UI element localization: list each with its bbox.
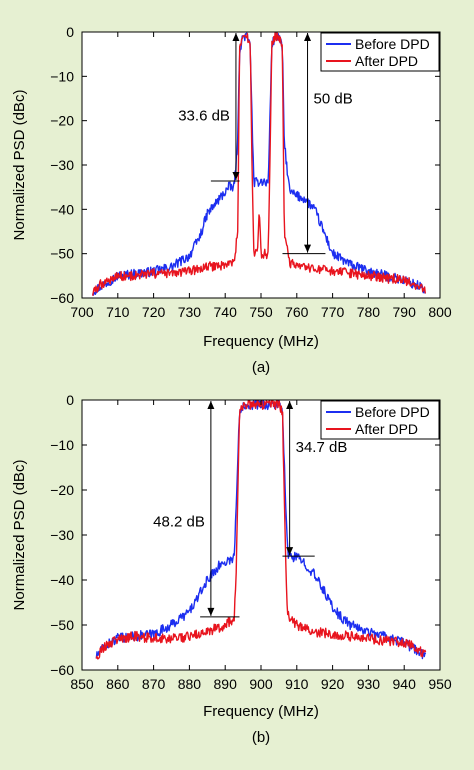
legend-entry-before: Before DPD bbox=[355, 404, 430, 420]
series-line-after bbox=[92, 32, 426, 296]
x-axis-label: Frequency (MHz) bbox=[203, 703, 319, 720]
annotation-label: 34.7 dB bbox=[296, 439, 348, 456]
chart-panel-a: 700 710 720 730 740 750 760 770 780 790 800 0 −10 −20… bbox=[11, 24, 452, 376]
y-tick-label: −30 bbox=[50, 157, 74, 173]
legend-entry-before: Before DPD bbox=[355, 36, 430, 52]
x-tick-label: 710 bbox=[106, 304, 130, 320]
annotation-label: 48.2 dB bbox=[153, 513, 205, 530]
x-tick-label: 740 bbox=[214, 304, 238, 320]
annotation-arrow-head-down bbox=[304, 244, 312, 253]
legend-box bbox=[320, 400, 440, 440]
y-axis-label: Normalized PSD (dBc) bbox=[11, 90, 28, 241]
chart-caption: (b) bbox=[252, 729, 270, 746]
annotation-arrow-head-up bbox=[304, 33, 312, 41]
chart-caption: (a) bbox=[252, 359, 270, 376]
annotation-label: 50 dB bbox=[314, 91, 353, 108]
y-tick-label: −20 bbox=[50, 482, 74, 498]
x-tick-label: 860 bbox=[106, 676, 130, 692]
x-tick-label: 720 bbox=[142, 304, 166, 320]
annotation-arrow-head-up bbox=[286, 401, 294, 409]
legend-box bbox=[320, 32, 440, 72]
x-tick-label: 940 bbox=[393, 676, 417, 692]
y-axis-label: Normalized PSD (dBc) bbox=[11, 460, 28, 611]
plot-series-group bbox=[92, 32, 426, 296]
x-tick-label: 880 bbox=[178, 676, 202, 692]
x-tick-label: 800 bbox=[428, 304, 452, 320]
x-tick-label: 730 bbox=[178, 304, 202, 320]
y-tick-label: −30 bbox=[50, 527, 74, 543]
x-tick-label: 850 bbox=[70, 676, 94, 692]
y-tick-label: 0 bbox=[66, 24, 74, 40]
y-tick-label: −60 bbox=[50, 662, 74, 678]
annotation-label: 33.6 dB bbox=[178, 107, 230, 124]
x-tick-label: 700 bbox=[70, 304, 94, 320]
x-tick-label: 870 bbox=[142, 676, 166, 692]
x-tick-label: 760 bbox=[285, 304, 309, 320]
x-tick-label: 950 bbox=[428, 676, 452, 692]
series-line-before bbox=[95, 400, 427, 660]
y-tick-label: −20 bbox=[50, 113, 74, 129]
x-tick-label: 910 bbox=[285, 676, 309, 692]
annotation-1: 33.6 dB bbox=[178, 33, 240, 182]
y-tick-label: −60 bbox=[50, 290, 74, 306]
plot-area bbox=[82, 400, 440, 670]
x-tick-label: 790 bbox=[393, 304, 417, 320]
x-tick-label: 900 bbox=[249, 676, 273, 692]
annotation-arrow-head-up bbox=[207, 401, 215, 409]
series-line-before bbox=[92, 32, 426, 296]
x-tick-label: 770 bbox=[321, 304, 345, 320]
chart-panel-b: 850 860 870 880 890 900 910 920 930 940 950 0 −10 −20… bbox=[11, 392, 452, 746]
y-tick-label: −50 bbox=[50, 246, 74, 262]
legend-entry-after: After DPD bbox=[355, 421, 418, 437]
y-tick-label: −40 bbox=[50, 201, 74, 217]
x-tick-label: 890 bbox=[214, 676, 238, 692]
annotation-arrow-head-down bbox=[207, 607, 215, 616]
x-axis-label: Frequency (MHz) bbox=[203, 333, 319, 350]
x-tick-label: 750 bbox=[249, 304, 273, 320]
annotation-arrow-head-up bbox=[232, 33, 240, 41]
y-tick-label: −10 bbox=[50, 437, 74, 453]
annotation-2: 34.7 dB bbox=[282, 401, 348, 557]
annotation-arrow-head-down bbox=[232, 171, 240, 180]
y-tick-label: −50 bbox=[50, 617, 74, 633]
annotation-2: 50 dB bbox=[282, 33, 353, 255]
x-tick-label: 780 bbox=[357, 304, 381, 320]
y-tick-label: −40 bbox=[50, 572, 74, 588]
x-tick-label: 920 bbox=[321, 676, 345, 692]
y-tick-label: 0 bbox=[66, 392, 74, 408]
x-tick-label: 930 bbox=[357, 676, 381, 692]
annotation-1: 48.2 dB bbox=[153, 401, 240, 618]
annotation-arrow-head-down bbox=[286, 547, 294, 556]
y-tick-label: −10 bbox=[50, 68, 74, 84]
legend-entry-after: After DPD bbox=[355, 53, 418, 69]
